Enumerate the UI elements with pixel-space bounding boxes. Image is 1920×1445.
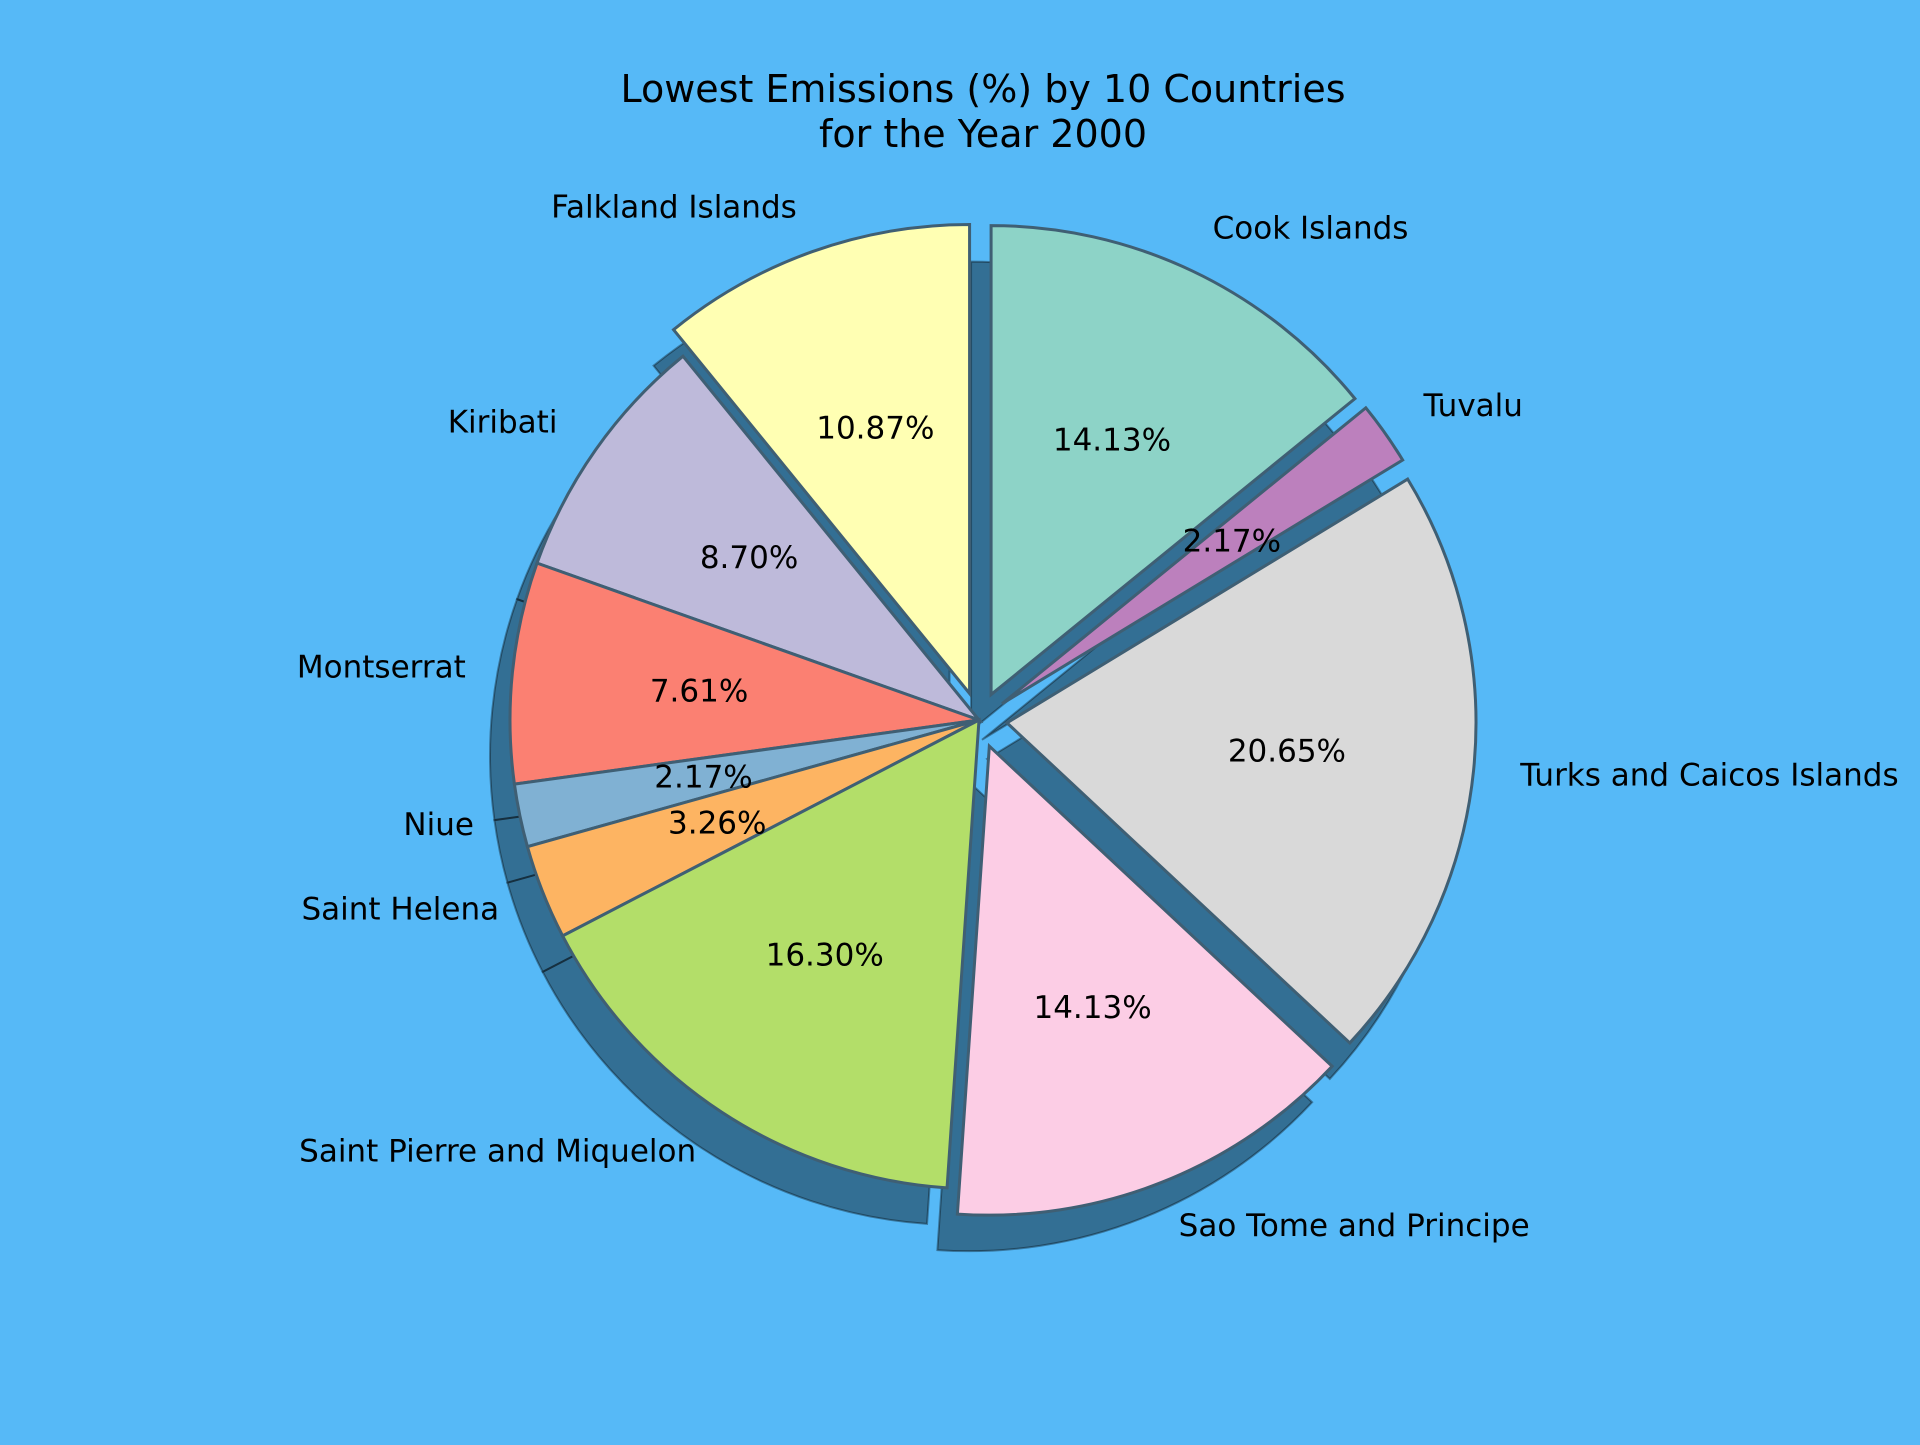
slice-label-falkland-islands: Falkland Islands bbox=[551, 189, 797, 225]
slice-label-cook-islands: Cook Islands bbox=[1213, 211, 1409, 247]
pie-labels: Falkland Islands 10.87% Kiribati 8.70% Monts… bbox=[297, 189, 1899, 1244]
pie-slice-montserrat bbox=[508, 561, 980, 786]
pie-slice-tuvalu bbox=[1001, 405, 1405, 706]
slice-percent-montserrat: 7.61% bbox=[650, 673, 748, 709]
pie-slice-falkland-islands bbox=[671, 222, 972, 698]
chart-title: Lowest Emissions (%) by 10 Countries for… bbox=[620, 67, 1345, 156]
slice-label-turks-and-caicos-islands: Turks and Caicos Islands bbox=[1519, 758, 1898, 794]
slice-label-sao-tome-and-principe: Sao Tome and Principe bbox=[1179, 1208, 1530, 1244]
slice-percent-niue: 2.17% bbox=[654, 759, 752, 795]
slice-percent-falkland-islands: 10.87% bbox=[816, 410, 934, 446]
slice-label-niue: Niue bbox=[403, 807, 474, 843]
pie-slices bbox=[508, 222, 1478, 1217]
pie-slice-turks-and-caicos-islands bbox=[1004, 477, 1478, 1046]
slice-percent-cook-islands: 14.13% bbox=[1053, 422, 1171, 458]
slice-percent-kiribati: 8.70% bbox=[700, 540, 798, 576]
slice-percent-sao-tome-and-principe: 14.13% bbox=[1033, 990, 1151, 1026]
pie-slice-sao-tome-and-principe bbox=[955, 742, 1335, 1217]
pie-slice-cook-islands bbox=[989, 224, 1358, 698]
pie-slice-kiribati bbox=[535, 354, 984, 724]
chart-title-line-1: Lowest Emissions (%) by 10 Countries bbox=[620, 67, 1345, 111]
slice-label-tuvalu: Tuvalu bbox=[1422, 388, 1522, 424]
pie-slice-saint-pierre-and-miquelon bbox=[560, 717, 981, 1190]
slice-percent-saint-pierre-and-miquelon: 16.30% bbox=[766, 937, 884, 973]
slice-label-kiribati: Kiribati bbox=[448, 405, 558, 441]
slice-label-saint-pierre-and-miquelon: Saint Pierre and Miquelon bbox=[299, 1133, 696, 1169]
slice-percent-tuvalu: 2.17% bbox=[1183, 523, 1281, 559]
slice-percent-saint-helena: 3.26% bbox=[668, 805, 766, 841]
chart-title-line-2: for the Year 2000 bbox=[819, 112, 1147, 156]
slice-label-saint-helena: Saint Helena bbox=[301, 891, 499, 927]
slice-label-montserrat: Montserrat bbox=[297, 649, 466, 685]
slice-percent-turks-and-caicos-islands: 20.65% bbox=[1228, 734, 1346, 770]
